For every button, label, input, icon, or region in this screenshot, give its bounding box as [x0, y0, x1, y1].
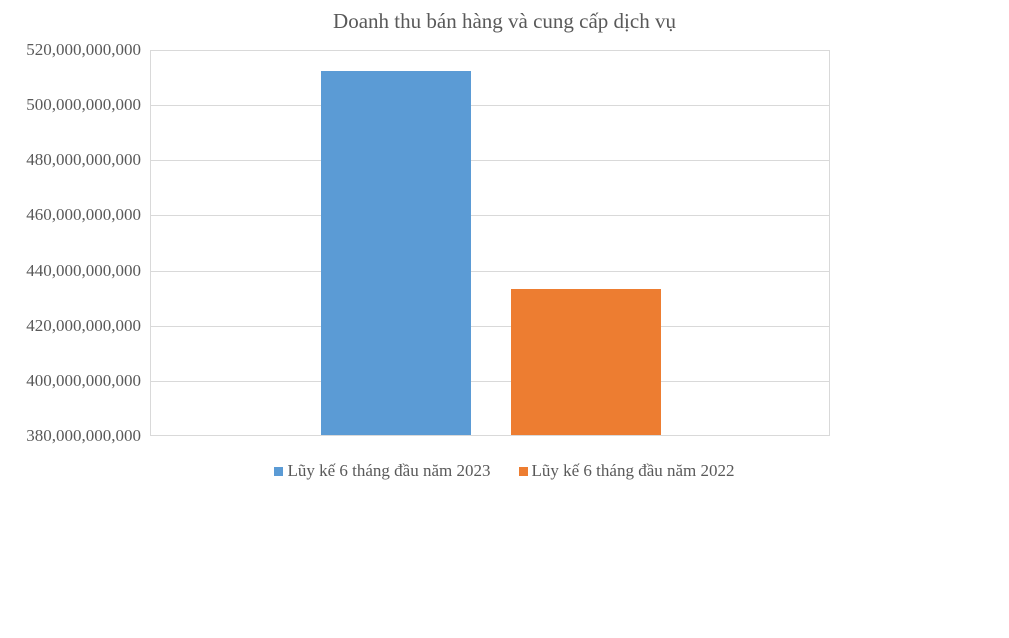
legend-swatch: [274, 467, 283, 476]
plot-right-border: [829, 50, 830, 435]
legend-item-1: Lũy kế 6 tháng đầu năm 2022: [519, 460, 735, 481]
gridline: [151, 381, 830, 382]
gridline: [151, 160, 830, 161]
revenue-bar-chart: Doanh thu bán hàng và cung cấp dịch vụ 3…: [0, 0, 1009, 638]
y-tick-label: 460,000,000,000: [26, 205, 151, 225]
gridline: [151, 215, 830, 216]
gridline: [151, 326, 830, 327]
y-tick-label: 500,000,000,000: [26, 95, 151, 115]
legend-item-0: Lũy kế 6 tháng đầu năm 2023: [274, 460, 490, 481]
plot-area: 380,000,000,000400,000,000,000420,000,00…: [150, 50, 830, 436]
bar-2022: [511, 289, 661, 435]
y-tick-label: 420,000,000,000: [26, 316, 151, 336]
legend: Lũy kế 6 tháng đầu năm 2023 Lũy kế 6 thán…: [0, 460, 1009, 481]
y-tick-label: 520,000,000,000: [26, 40, 151, 60]
y-tick-label: 380,000,000,000: [26, 426, 151, 446]
y-tick-label: 480,000,000,000: [26, 150, 151, 170]
chart-title: Doanh thu bán hàng và cung cấp dịch vụ: [0, 9, 1009, 34]
y-tick-label: 400,000,000,000: [26, 371, 151, 391]
y-tick-label: 440,000,000,000: [26, 261, 151, 281]
gridline: [151, 271, 830, 272]
bar-2023: [321, 71, 471, 435]
legend-swatch: [519, 467, 528, 476]
gridline: [151, 105, 830, 106]
legend-label: Lũy kế 6 tháng đầu năm 2022: [532, 461, 735, 480]
gridline: [151, 50, 830, 51]
legend-label: Lũy kế 6 tháng đầu năm 2023: [287, 461, 490, 480]
